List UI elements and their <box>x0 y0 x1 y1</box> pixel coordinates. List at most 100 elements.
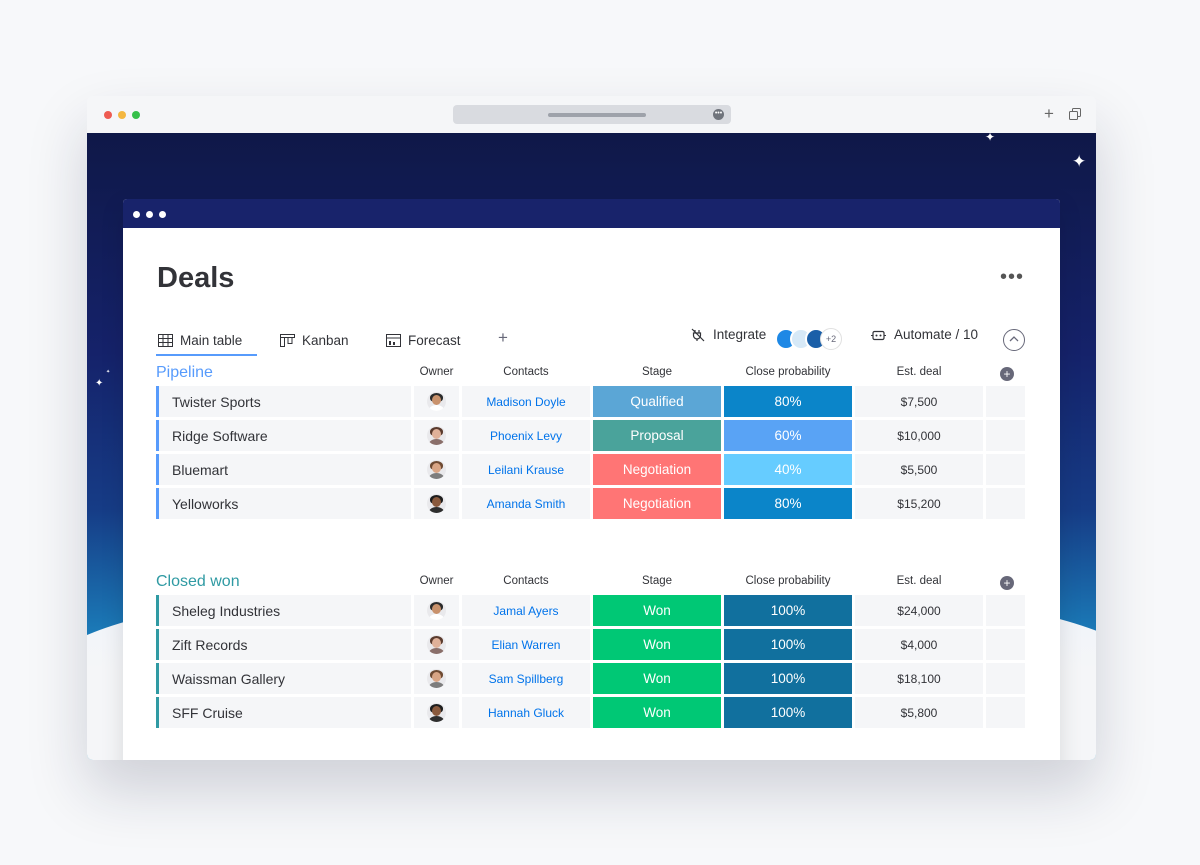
sparkle-icon: ✦ <box>1072 152 1087 171</box>
add-column-icon[interactable]: + <box>1000 367 1014 381</box>
browser-window: ••• + ✦ ✦ ✦ ✦ Deals ••• Main table <box>87 96 1096 760</box>
minimize-window-dot[interactable] <box>118 111 126 119</box>
column-header-owner[interactable]: Owner <box>419 366 454 378</box>
column-header-deal[interactable]: Est. deal <box>896 575 942 587</box>
avatar <box>427 669 446 688</box>
item-name[interactable]: Sheleg Industries <box>156 595 411 626</box>
owner-cell[interactable] <box>414 663 459 694</box>
empty-cell[interactable] <box>986 454 1025 485</box>
maximize-window-dot[interactable] <box>132 111 140 119</box>
stage-status[interactable]: Negotiation <box>593 488 721 519</box>
owner-cell[interactable] <box>414 454 459 485</box>
column-header-probability[interactable]: Close probability <box>745 366 831 378</box>
stage-status[interactable]: Negotiation <box>593 454 721 485</box>
probability-status[interactable]: 100% <box>724 629 852 660</box>
probability-status[interactable]: 100% <box>724 595 852 626</box>
window-dot <box>159 211 166 218</box>
avatar <box>427 601 446 620</box>
empty-cell[interactable] <box>986 697 1025 728</box>
deal-value[interactable]: $7,500 <box>855 386 983 417</box>
group-title[interactable]: Pipeline <box>156 364 213 381</box>
integration-badges[interactable]: +2 <box>775 328 855 352</box>
item-name[interactable]: Waissman Gallery <box>156 663 411 694</box>
deal-value[interactable]: $18,100 <box>855 663 983 694</box>
deal-value[interactable]: $5,500 <box>855 454 983 485</box>
add-column-icon[interactable]: + <box>1000 576 1014 590</box>
stage-status[interactable]: Proposal <box>593 420 721 451</box>
column-header-probability[interactable]: Close probability <box>745 575 831 587</box>
contact-link[interactable]: Leilani Krause <box>462 454 590 485</box>
tab-forecast[interactable]: Forecast <box>386 328 461 352</box>
item-name[interactable]: Twister Sports <box>156 386 411 417</box>
automate-button[interactable]: Automate / 10 <box>871 327 978 342</box>
close-window-dot[interactable] <box>104 111 112 119</box>
empty-cell[interactable] <box>986 386 1025 417</box>
board-menu-button[interactable]: ••• <box>1000 266 1025 288</box>
probability-status[interactable]: 40% <box>724 454 852 485</box>
stage-status[interactable]: Won <box>593 697 721 728</box>
contact-link[interactable]: Madison Doyle <box>462 386 590 417</box>
contact-link[interactable]: Amanda Smith <box>462 488 590 519</box>
empty-cell[interactable] <box>986 629 1025 660</box>
deal-value[interactable]: $15,200 <box>855 488 983 519</box>
item-name[interactable]: Yelloworks <box>156 488 411 519</box>
owner-cell[interactable] <box>414 629 459 660</box>
probability-status[interactable]: 100% <box>724 663 852 694</box>
item-name[interactable]: Bluemart <box>156 454 411 485</box>
integrate-button[interactable]: Integrate <box>691 327 766 342</box>
collapse-header-button[interactable] <box>1003 329 1025 351</box>
new-tab-icon[interactable]: + <box>1044 104 1054 123</box>
avatar <box>427 635 446 654</box>
item-name[interactable]: SFF Cruise <box>156 697 411 728</box>
column-header-deal[interactable]: Est. deal <box>896 366 942 378</box>
more-options-icon[interactable]: ••• <box>713 109 724 120</box>
contact-link[interactable]: Elian Warren <box>462 629 590 660</box>
column-header-stage[interactable]: Stage <box>641 575 673 587</box>
empty-cell[interactable] <box>986 663 1025 694</box>
duplicate-tab-icon[interactable] <box>1065 104 1085 124</box>
column-header-stage[interactable]: Stage <box>641 366 673 378</box>
tab-label: Kanban <box>302 332 349 348</box>
owner-cell[interactable] <box>414 488 459 519</box>
column-header-contacts[interactable]: Contacts <box>503 575 549 587</box>
stage-status[interactable]: Won <box>593 595 721 626</box>
integrate-label: Integrate <box>713 327 767 342</box>
deal-value[interactable]: $24,000 <box>855 595 983 626</box>
contact-link[interactable]: Sam Spillberg <box>462 663 590 694</box>
contact-link[interactable]: Phoenix Levy <box>462 420 590 451</box>
stage-status[interactable]: Won <box>593 629 721 660</box>
owner-cell[interactable] <box>414 386 459 417</box>
contact-link[interactable]: Jamal Ayers <box>462 595 590 626</box>
address-placeholder <box>548 113 646 117</box>
item-name[interactable]: Zift Records <box>156 629 411 660</box>
deal-value[interactable]: $10,000 <box>855 420 983 451</box>
sparkle-icon: ✦ <box>106 369 111 375</box>
probability-status[interactable]: 60% <box>724 420 852 451</box>
probability-status[interactable]: 100% <box>724 697 852 728</box>
owner-cell[interactable] <box>414 595 459 626</box>
probability-status[interactable]: 80% <box>724 386 852 417</box>
add-view-button[interactable]: + <box>498 328 508 347</box>
empty-cell[interactable] <box>986 420 1025 451</box>
deal-value[interactable]: $5,800 <box>855 697 983 728</box>
avatar <box>427 426 446 445</box>
contact-link[interactable]: Hannah Gluck <box>462 697 590 728</box>
stage-status[interactable]: Qualified <box>593 386 721 417</box>
owner-cell[interactable] <box>414 697 459 728</box>
group-title[interactable]: Closed won <box>156 573 240 590</box>
board-title: Deals <box>157 262 235 294</box>
window-dot <box>133 211 140 218</box>
empty-cell[interactable] <box>986 488 1025 519</box>
empty-cell[interactable] <box>986 595 1025 626</box>
probability-status[interactable]: 80% <box>724 488 852 519</box>
column-header-owner[interactable]: Owner <box>419 575 454 587</box>
tab-main-table[interactable]: Main table <box>158 328 242 352</box>
sparkle-icon: ✦ <box>95 378 104 389</box>
deal-value[interactable]: $4,000 <box>855 629 983 660</box>
item-name[interactable]: Ridge Software <box>156 420 411 451</box>
owner-cell[interactable] <box>414 420 459 451</box>
tab-kanban[interactable]: Kanban <box>280 328 349 352</box>
stage-status[interactable]: Won <box>593 663 721 694</box>
column-header-contacts[interactable]: Contacts <box>503 366 549 378</box>
address-bar[interactable]: ••• <box>453 105 731 124</box>
